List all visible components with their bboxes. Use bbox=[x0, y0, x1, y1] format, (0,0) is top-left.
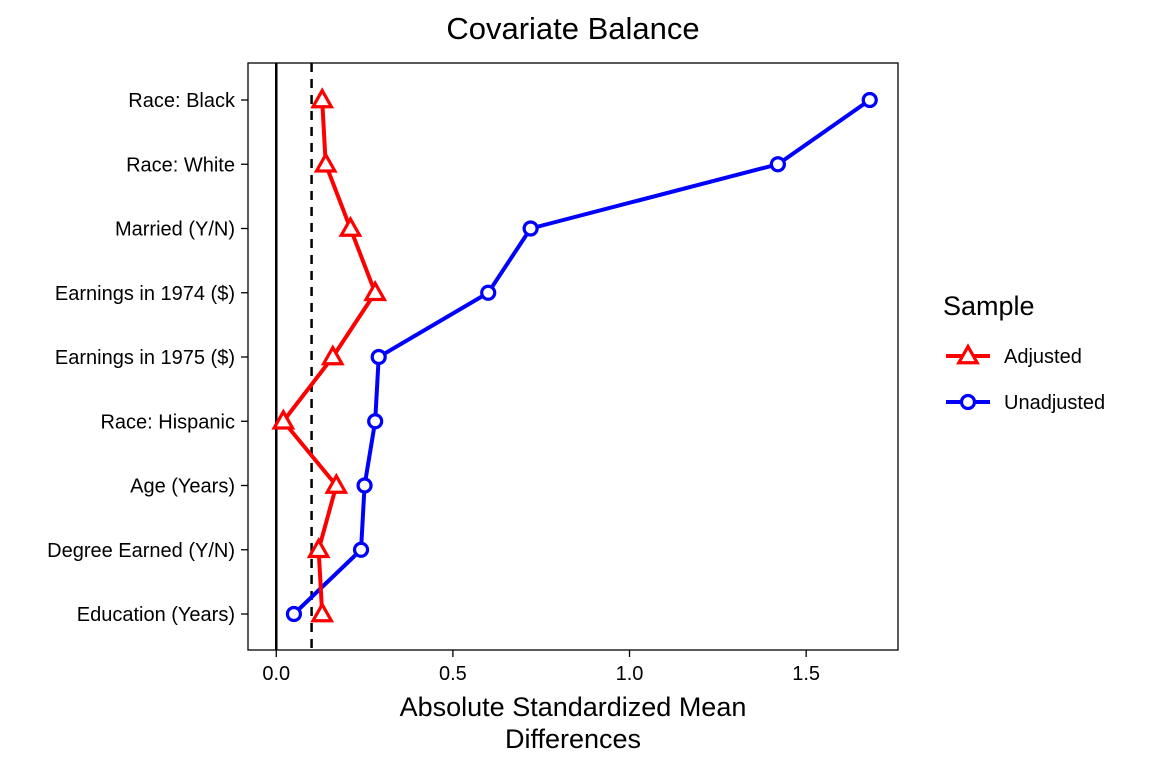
y-tick-label-married-y-n: Married (Y/N) bbox=[115, 219, 235, 241]
y-tick-label-race-white: Race: White bbox=[126, 154, 235, 176]
unadjusted-point-degree-earned-y-n bbox=[352, 541, 370, 558]
x-axis-title-line-2: Differences bbox=[505, 724, 641, 754]
legend: Sample Adjusted Unadjusted bbox=[943, 291, 1105, 414]
y-tick-label-degree-earned-y-n: Degree Earned (Y/N) bbox=[47, 540, 235, 562]
plot-area bbox=[247, 62, 899, 651]
unadjusted-point-married-y-n bbox=[522, 220, 539, 237]
legend-label-unadjusted: Unadjusted bbox=[1004, 392, 1105, 414]
adjusted-point-earnings-in-1974 bbox=[363, 280, 388, 302]
adjusted-point-race-black bbox=[310, 87, 335, 109]
adjusted-point-earnings-in-1975 bbox=[320, 344, 345, 366]
unadjusted-point-age-years bbox=[356, 477, 373, 494]
adjusted-point-education-years bbox=[310, 601, 335, 623]
chart-title: Covariate Balance bbox=[446, 11, 699, 46]
unadjusted-point-race-hispanic bbox=[367, 413, 384, 430]
y-axis: Race: Black Race: White Married (Y/N) Earni… bbox=[47, 90, 248, 626]
x-tick-label: 1.5 bbox=[792, 663, 820, 685]
x-tick-label: 0.0 bbox=[262, 663, 290, 685]
unadjusted-point-race-black bbox=[861, 91, 878, 109]
y-tick-label-earnings-in-1975: Earnings in 1975 ($) bbox=[55, 347, 235, 369]
legend-key-marker-adjusted bbox=[956, 343, 980, 365]
adjusted-point-degree-earned-y-n bbox=[306, 537, 331, 559]
adjusted-point-married-y-n bbox=[338, 215, 363, 237]
series-adjusted bbox=[271, 87, 388, 623]
unadjusted-point-earnings-in-1974 bbox=[480, 284, 497, 301]
y-tick-label-race-hispanic: Race: Hispanic bbox=[100, 411, 235, 433]
legend-title: Sample bbox=[943, 291, 1035, 321]
legend-key-marker-unadjusted bbox=[959, 393, 977, 411]
series-unadjusted bbox=[285, 91, 878, 623]
y-tick-label-education-years: Education (Years) bbox=[77, 604, 235, 626]
x-axis-title-line-1: Absolute Standardized Mean bbox=[400, 692, 747, 722]
y-tick-label-race-black: Race: Black bbox=[128, 90, 236, 112]
unadjusted-point-earnings-in-1975 bbox=[370, 348, 387, 366]
x-axis: 0.0 0.5 1.0 1.5 bbox=[262, 650, 820, 685]
x-tick-label: 0.5 bbox=[439, 663, 467, 685]
unadjusted-point-race-white bbox=[769, 156, 786, 173]
x-tick-label: 1.0 bbox=[616, 663, 644, 685]
y-tick-label-age-years: Age (Years) bbox=[130, 476, 235, 498]
legend-label-adjusted: Adjusted bbox=[1004, 346, 1082, 368]
adjusted-point-race-white bbox=[313, 151, 338, 173]
unadjusted-point-education-years bbox=[285, 605, 303, 623]
y-tick-label-earnings-in-1974: Earnings in 1974 ($) bbox=[55, 283, 235, 305]
adjusted-point-age-years bbox=[324, 472, 349, 494]
adjusted-point-race-hispanic bbox=[271, 408, 296, 430]
